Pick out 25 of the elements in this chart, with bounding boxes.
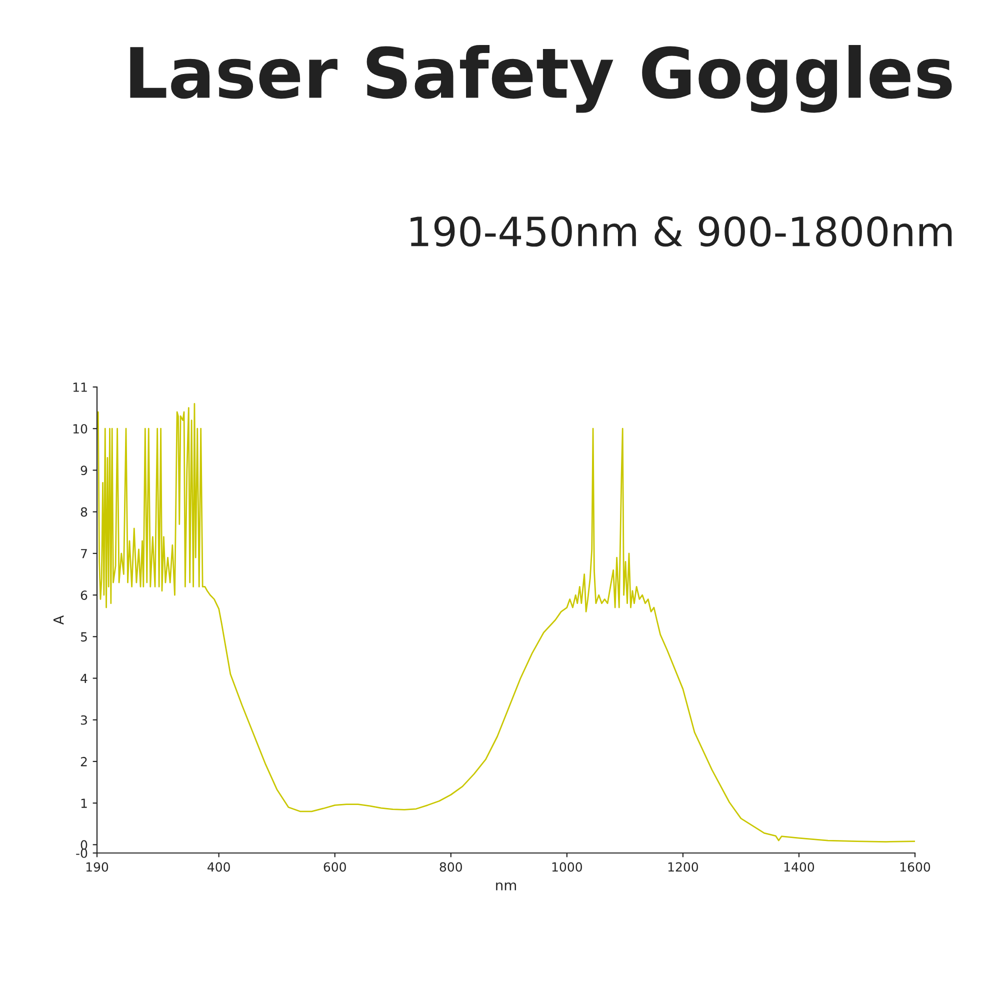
x-axis-title: nm bbox=[496, 882, 516, 890]
y-tick-label: 2 bbox=[80, 756, 87, 766]
line-series bbox=[97, 402, 915, 842]
y-tick-label: -0 bbox=[76, 848, 88, 858]
x-tick-label: 1000 bbox=[552, 862, 582, 872]
x-tick-label: 1400 bbox=[784, 862, 814, 872]
x-tick-label: 800 bbox=[440, 862, 462, 872]
x-tick-label: 600 bbox=[324, 862, 346, 872]
y-tick-label: 1 bbox=[81, 798, 87, 808]
y-tick-label: 7 bbox=[81, 549, 87, 558]
x-tick-label: 1600 bbox=[900, 862, 930, 872]
y-tick-label: 9 bbox=[80, 466, 88, 476]
chart-title: Laser Safety Goggles bbox=[130, 45, 952, 113]
y-axis-title: A bbox=[53, 615, 64, 625]
y-tick-label: 6 bbox=[80, 590, 88, 600]
y-tick-label: 4 bbox=[80, 674, 88, 683]
y-tick-label: 10 bbox=[73, 424, 88, 434]
y-tick-label: 11 bbox=[73, 382, 87, 392]
chart-subtitle: 190-450nm & 900-1800nm bbox=[410, 216, 952, 247]
x-tick-label: 1200 bbox=[668, 862, 698, 872]
x-tick-label: 400 bbox=[208, 862, 230, 872]
y-tick-label: 5 bbox=[80, 632, 87, 642]
y-tick-label: 8 bbox=[80, 507, 88, 517]
x-tick-label: 190 bbox=[86, 862, 108, 872]
y-tick-label: 3 bbox=[80, 715, 87, 725]
